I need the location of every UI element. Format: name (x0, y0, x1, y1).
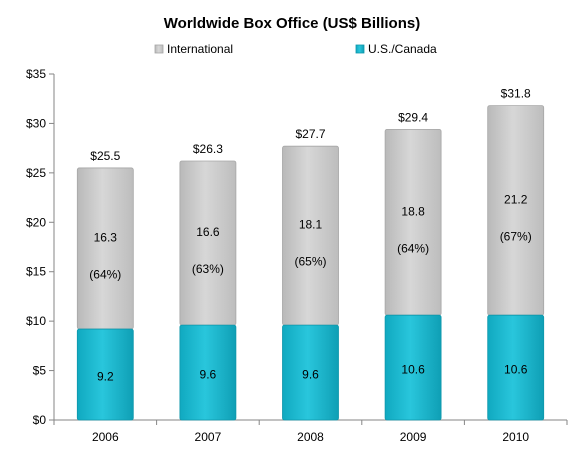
bar-international-2007 (179, 160, 237, 326)
y-tick-label: $30 (26, 116, 46, 130)
bar-us-canada-2006 (76, 328, 134, 421)
x-tick-label: 2008 (297, 430, 324, 444)
bar-us-canada-2008 (282, 324, 339, 421)
data-label-total: $26.3 (193, 142, 223, 156)
bars (76, 105, 545, 421)
bar-us-canada-2007 (179, 324, 237, 421)
data-label-us-canada: 9.6 (302, 368, 319, 382)
data-label-total: $31.8 (501, 87, 531, 101)
bar-international-2009 (384, 128, 442, 316)
legend-swatch-u-s-canada (355, 44, 365, 54)
y-tick-label: $35 (26, 67, 46, 81)
data-label-international: 21.2 (504, 192, 528, 206)
data-label-international-share: (64%) (397, 241, 429, 255)
data-label-international: 18.1 (299, 218, 323, 232)
y-tick-label: $15 (26, 265, 46, 279)
legend-label: U.S./Canada (368, 42, 437, 56)
data-label-us-canada: 9.2 (97, 370, 114, 384)
data-label-us-canada: 10.6 (504, 363, 528, 377)
bar-us-canada-2009 (384, 314, 442, 421)
data-label-us-canada: 9.6 (200, 368, 217, 382)
y-tick-label: $25 (26, 166, 46, 180)
bar-us-canada-2010 (487, 314, 545, 421)
data-label-international: 16.6 (196, 225, 220, 239)
data-label-total: $25.5 (90, 149, 120, 163)
x-tick-label: 2009 (400, 430, 427, 444)
y-tick-label: $0 (33, 413, 47, 427)
data-label-international: 16.3 (94, 230, 118, 244)
data-label-international-share: (63%) (192, 262, 224, 276)
x-tick-label: 2006 (92, 430, 119, 444)
data-label-international-share: (64%) (89, 267, 121, 281)
chart-title: Worldwide Box Office (US$ Billions) (164, 15, 420, 32)
data-label-total: $27.7 (295, 127, 325, 141)
data-label-us-canada: 10.6 (401, 363, 425, 377)
data-labels: 9.2 16.3 (64%) $25.5 9.6 16.6 (63%) $26.3 9.6 18.… (89, 87, 531, 384)
axes: $0 $5 $10 $15 $20 $25 $30 $35 2006 2007 2008 2009 20… (26, 67, 568, 444)
x-tick-label: 2007 (195, 430, 222, 444)
legend-label: International (167, 42, 233, 56)
data-label-international-share: (65%) (294, 255, 326, 269)
data-label-international-share: (67%) (500, 229, 532, 243)
legend: International U.S./Canada (154, 42, 437, 56)
y-tick-label: $10 (26, 314, 46, 328)
y-tick-label: $5 (33, 364, 47, 378)
x-tick-label: 2010 (502, 430, 529, 444)
data-label-total: $29.4 (398, 110, 428, 124)
data-label-international: 18.8 (401, 204, 425, 218)
bar-international-2008 (282, 145, 339, 326)
bar-international-2006 (76, 167, 134, 330)
bar-international-2010 (487, 105, 545, 316)
y-tick-label: $20 (26, 215, 46, 229)
legend-swatch-international (154, 44, 164, 54)
